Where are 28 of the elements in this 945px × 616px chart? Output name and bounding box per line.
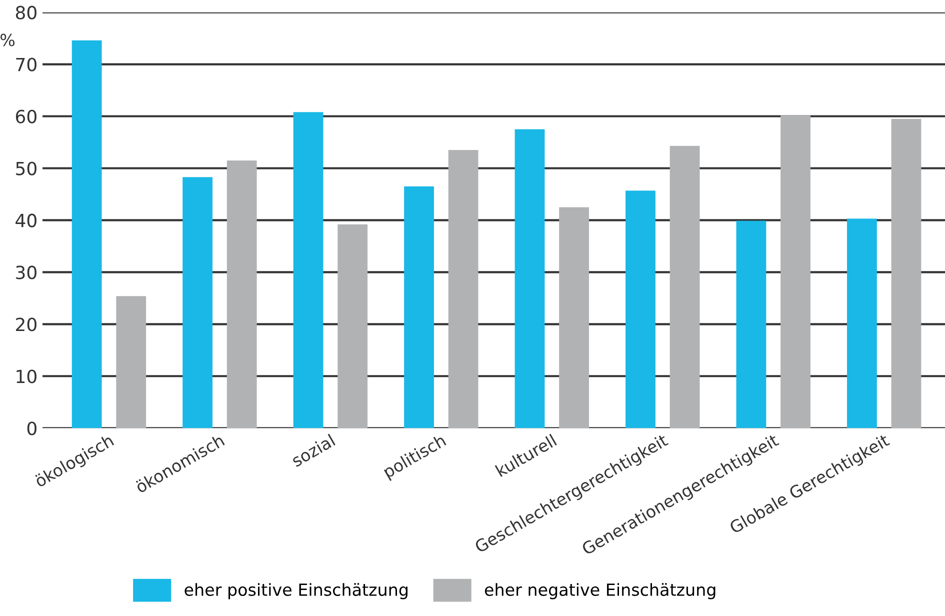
y-axis-title: % [0, 34, 15, 46]
bar [182, 177, 212, 428]
bar [116, 296, 146, 428]
y-tick-label: 0 [27, 422, 36, 436]
bar [448, 150, 478, 428]
bar [72, 40, 102, 428]
y-tick-label: 60 [16, 110, 36, 124]
bar [559, 207, 589, 428]
y-tick-label: 10 [16, 370, 36, 384]
y-tick-label: 50 [16, 162, 36, 176]
bar [514, 129, 545, 428]
bar [626, 190, 656, 428]
legend-label: eher negative Einschätzung [484, 583, 716, 600]
bar [736, 220, 766, 428]
bar [226, 160, 257, 428]
bar [338, 224, 368, 428]
y-tick-label: 30 [16, 266, 36, 280]
y-tick-label: 80 [16, 6, 36, 20]
y-tick-label: 70 [16, 58, 36, 72]
bar [670, 146, 700, 428]
bar [404, 186, 434, 428]
bar [293, 112, 324, 428]
bar [780, 115, 810, 428]
y-tick-label: 40 [16, 214, 36, 228]
bar [847, 218, 877, 428]
legend-label: eher positive Einschätzung [184, 583, 408, 600]
bar [891, 118, 922, 428]
y-tick-label: 20 [16, 318, 36, 332]
